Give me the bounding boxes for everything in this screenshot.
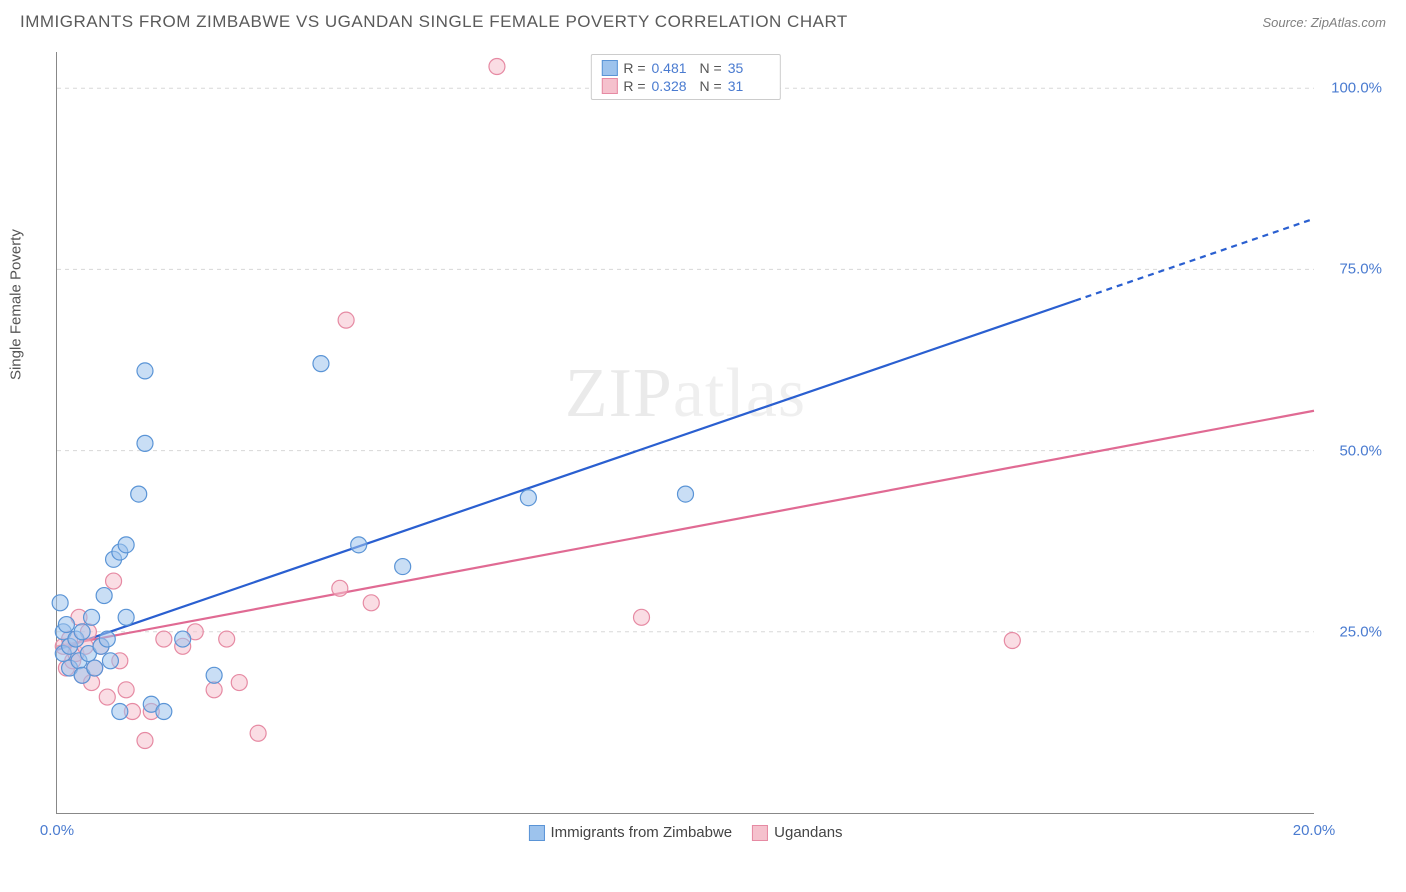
chart-area: Single Female Poverty R = 0.481 N = 35 R… — [50, 52, 1386, 842]
data-point — [634, 609, 650, 625]
chart-header: IMMIGRANTS FROM ZIMBABWE VS UGANDAN SING… — [0, 0, 1406, 40]
data-point — [395, 559, 411, 575]
data-point — [520, 490, 536, 506]
data-point — [156, 631, 172, 647]
data-point — [489, 58, 505, 74]
data-point — [87, 660, 103, 676]
data-point — [363, 595, 379, 611]
data-layer — [57, 52, 1314, 813]
data-point — [219, 631, 235, 647]
data-point — [206, 667, 222, 683]
data-point — [102, 653, 118, 669]
data-point — [99, 689, 115, 705]
data-point — [99, 631, 115, 647]
data-point — [332, 580, 348, 596]
legend-item-ugandans: Ugandans — [752, 824, 842, 841]
legend-label: Immigrants from Zimbabwe — [550, 824, 732, 841]
stats-legend: R = 0.481 N = 35 R = 0.328 N = 31 — [590, 54, 780, 100]
swatch-zimbabwe-icon — [528, 825, 544, 841]
legend-label: Ugandans — [774, 824, 842, 841]
swatch-ugandans-icon — [752, 825, 768, 841]
data-point — [313, 356, 329, 372]
data-point — [58, 617, 74, 633]
plot-region: R = 0.481 N = 35 R = 0.328 N = 31 ZIPatl… — [56, 52, 1314, 814]
data-point — [338, 312, 354, 328]
x-tick-label: 0.0% — [40, 822, 74, 839]
data-point — [84, 609, 100, 625]
data-point — [118, 682, 134, 698]
data-point — [52, 595, 68, 611]
data-point — [118, 537, 134, 553]
data-point — [1004, 633, 1020, 649]
data-point — [74, 624, 90, 640]
stats-row-zimbabwe: R = 0.481 N = 35 — [601, 59, 769, 77]
data-point — [156, 704, 172, 720]
data-point — [137, 363, 153, 379]
legend-item-zimbabwe: Immigrants from Zimbabwe — [528, 824, 732, 841]
chart-title: IMMIGRANTS FROM ZIMBABWE VS UGANDAN SING… — [20, 12, 848, 32]
source-label: Source: ZipAtlas.com — [1262, 15, 1386, 30]
data-point — [175, 631, 191, 647]
data-point — [137, 733, 153, 749]
data-point — [231, 675, 247, 691]
data-point — [250, 725, 266, 741]
swatch-zimbabwe — [601, 60, 617, 76]
y-tick-label: 50.0% — [1339, 442, 1382, 459]
x-tick-label: 20.0% — [1293, 822, 1336, 839]
series-legend: Immigrants from Zimbabwe Ugandans — [528, 824, 842, 841]
y-tick-label: 100.0% — [1331, 80, 1382, 97]
data-point — [137, 435, 153, 451]
stats-row-ugandans: R = 0.328 N = 31 — [601, 77, 769, 95]
data-point — [678, 486, 694, 502]
swatch-ugandans — [601, 78, 617, 94]
data-point — [112, 704, 128, 720]
data-point — [118, 609, 134, 625]
y-tick-label: 75.0% — [1339, 261, 1382, 278]
data-point — [206, 682, 222, 698]
data-point — [131, 486, 147, 502]
data-point — [106, 573, 122, 589]
data-point — [96, 588, 112, 604]
y-tick-label: 25.0% — [1339, 623, 1382, 640]
data-point — [351, 537, 367, 553]
y-axis-label: Single Female Poverty — [8, 229, 25, 380]
